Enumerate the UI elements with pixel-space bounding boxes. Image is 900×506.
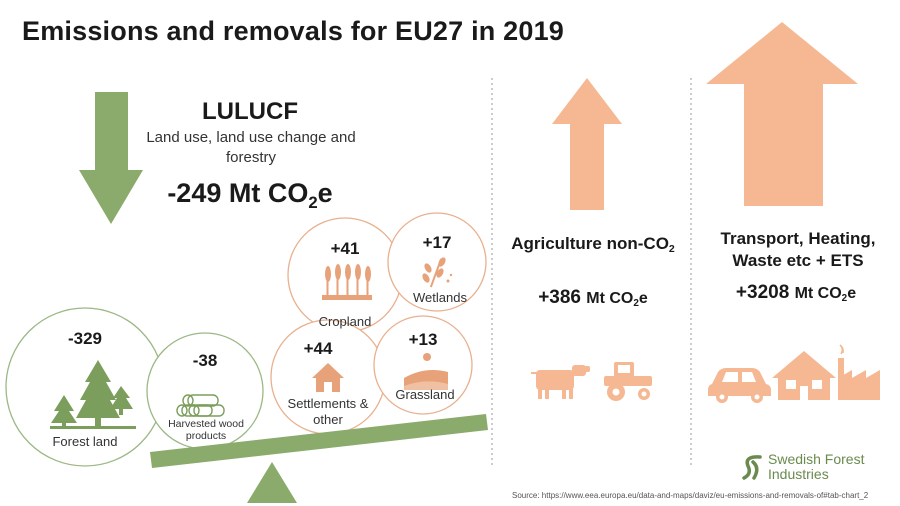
transport-unit: Mt CO2e [794, 285, 857, 304]
agriculture-up-arrow-icon [552, 78, 622, 210]
transport-value-number: +3208 [735, 282, 790, 303]
wheat-icon [322, 264, 372, 300]
lulucf-value: -249 Mt CO2e [140, 178, 360, 212]
transport-unit-main: Mt CO [794, 285, 842, 302]
factory-icon [838, 344, 880, 400]
transport-unit-sub: 2 [841, 292, 848, 304]
agriculture-heading: Agriculture non-CO2 [496, 233, 690, 257]
trees-icon [50, 360, 136, 429]
hwp-value: -38 [192, 351, 218, 370]
house-icon [772, 351, 836, 400]
logo-line1: Swedish Forest [768, 451, 865, 467]
hwp-label: Harvested wood products [168, 418, 244, 442]
house-small-icon [312, 363, 344, 392]
reed-icon [422, 257, 453, 288]
transport-heading: Transport, Heating, Waste etc + ETS [720, 229, 876, 270]
page-title: Emissions and removals for EU27 in 2019 [22, 16, 565, 46]
settlements-value: +44 [303, 339, 333, 358]
agriculture-unit-sub: 2 [633, 297, 639, 309]
down-arrow-icon [79, 92, 143, 224]
settlements-label: Settlements & other [287, 396, 369, 427]
wetlands-circle [387, 212, 487, 312]
lulucf-heading: LULUCF [202, 98, 298, 125]
car-icon [708, 368, 771, 403]
forest-land-value: -329 [67, 329, 103, 348]
transport-unit-end: e [847, 285, 857, 302]
agriculture-value-number: +386 [538, 287, 581, 308]
seesaw-fulcrum [247, 462, 297, 503]
lulucf-value-end: e [317, 178, 333, 208]
field-sun-icon [404, 353, 448, 390]
logo-line2: Industries [768, 466, 829, 482]
cropland-value: +41 [330, 239, 360, 258]
lulucf-value-sub: 2 [308, 192, 318, 212]
logo-icon [742, 455, 762, 480]
agriculture-unit-main: Mt CO [586, 290, 634, 307]
source-note: Source: https://www.eea.europa.eu/data-a… [512, 491, 869, 500]
transport-up-arrow-icon [706, 22, 858, 206]
lulucf-value-main: -249 Mt CO [167, 178, 309, 208]
grassland-label: Grassland [395, 387, 455, 402]
wetlands-label: Wetlands [413, 290, 467, 305]
logs-icon [176, 394, 225, 417]
cow-icon [531, 365, 590, 399]
agriculture-heading-sub: 2 [668, 243, 675, 256]
grassland-value: +13 [408, 330, 438, 349]
seesaw-board [150, 414, 488, 468]
lulucf-subtitle: Land use, land use change and forestry [146, 129, 356, 166]
tractor-icon [604, 362, 652, 401]
agriculture-unit-end: e [638, 290, 648, 307]
logo-text: Swedish Forest Industries [768, 452, 864, 482]
agriculture-unit: Mt CO2e [586, 290, 648, 309]
transport-value: +3208 Mt CO2e [696, 282, 896, 304]
agriculture-value: +386 Mt CO2e [496, 287, 690, 309]
agriculture-heading-main: Agriculture non-CO [511, 234, 669, 253]
forest-land-label: Forest land [52, 434, 118, 449]
cropland-label: Cropland [318, 314, 372, 329]
wetlands-value: +17 [422, 233, 452, 252]
